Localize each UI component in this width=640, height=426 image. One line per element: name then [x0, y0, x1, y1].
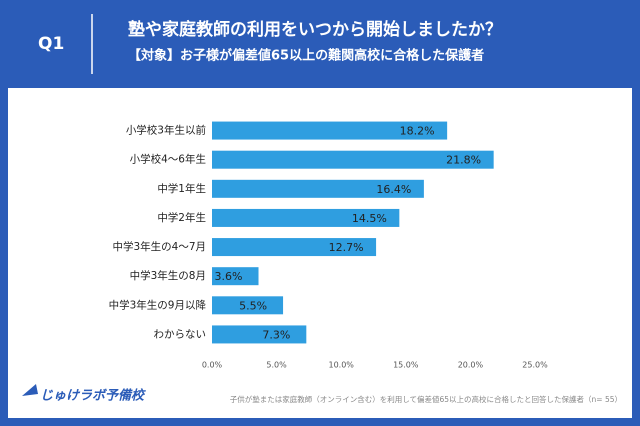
subtitle: 【対象】お子様が偏差値65以上の難関高校に合格した保護者 — [128, 48, 484, 64]
y-tick-label: 中学3年生の8月 — [130, 269, 206, 282]
bar — [212, 121, 448, 140]
bar — [212, 238, 377, 257]
bar — [212, 296, 284, 315]
y-tick-label: 中学1年生 — [157, 182, 206, 195]
value-label: 3.6% — [215, 270, 243, 283]
title: 塾や家庭教師の利用をいつから開始しましたか？ — [128, 19, 502, 40]
value-label: 14.5% — [352, 212, 387, 225]
value-label: 18.2% — [400, 125, 435, 138]
y-tick-label: 小学校3年生以前 — [126, 124, 206, 137]
x-tick-label: 15.0% — [393, 361, 419, 370]
x-tick-label: 0.0% — [202, 361, 223, 370]
x-tick-label: 25.0% — [522, 361, 548, 370]
x-tick-label: 20.0% — [458, 361, 484, 370]
y-tick-label: 小学校4〜6年生 — [130, 153, 206, 166]
y-tick-label: 中学3年生の4〜7月 — [112, 240, 206, 253]
x-tick-label: 10.0% — [328, 361, 354, 370]
value-label: 21.8% — [446, 154, 481, 167]
value-label: 5.5% — [239, 299, 267, 312]
bar — [212, 150, 494, 169]
value-label: 16.4% — [376, 183, 411, 196]
logo: じゅけラボ予備校 — [40, 388, 146, 404]
bar — [212, 267, 259, 286]
footnote: 子供が塾または家庭教師（オンライン含む）を利用して偏差値65以上の高校に合格した… — [230, 394, 622, 404]
value-label: 12.7% — [329, 241, 364, 254]
value-label: 7.3% — [262, 328, 290, 341]
bar — [212, 179, 424, 198]
logo-icon — [22, 384, 38, 396]
y-tick-label: わからない — [154, 328, 207, 340]
y-tick-label: 中学3年生の9月以降 — [109, 298, 207, 311]
y-tick-label: 中学2年生 — [157, 211, 206, 224]
x-tick-label: 5.0% — [266, 361, 287, 370]
bar — [212, 208, 400, 227]
question-label: Q1 — [38, 34, 64, 54]
bar — [212, 325, 307, 344]
